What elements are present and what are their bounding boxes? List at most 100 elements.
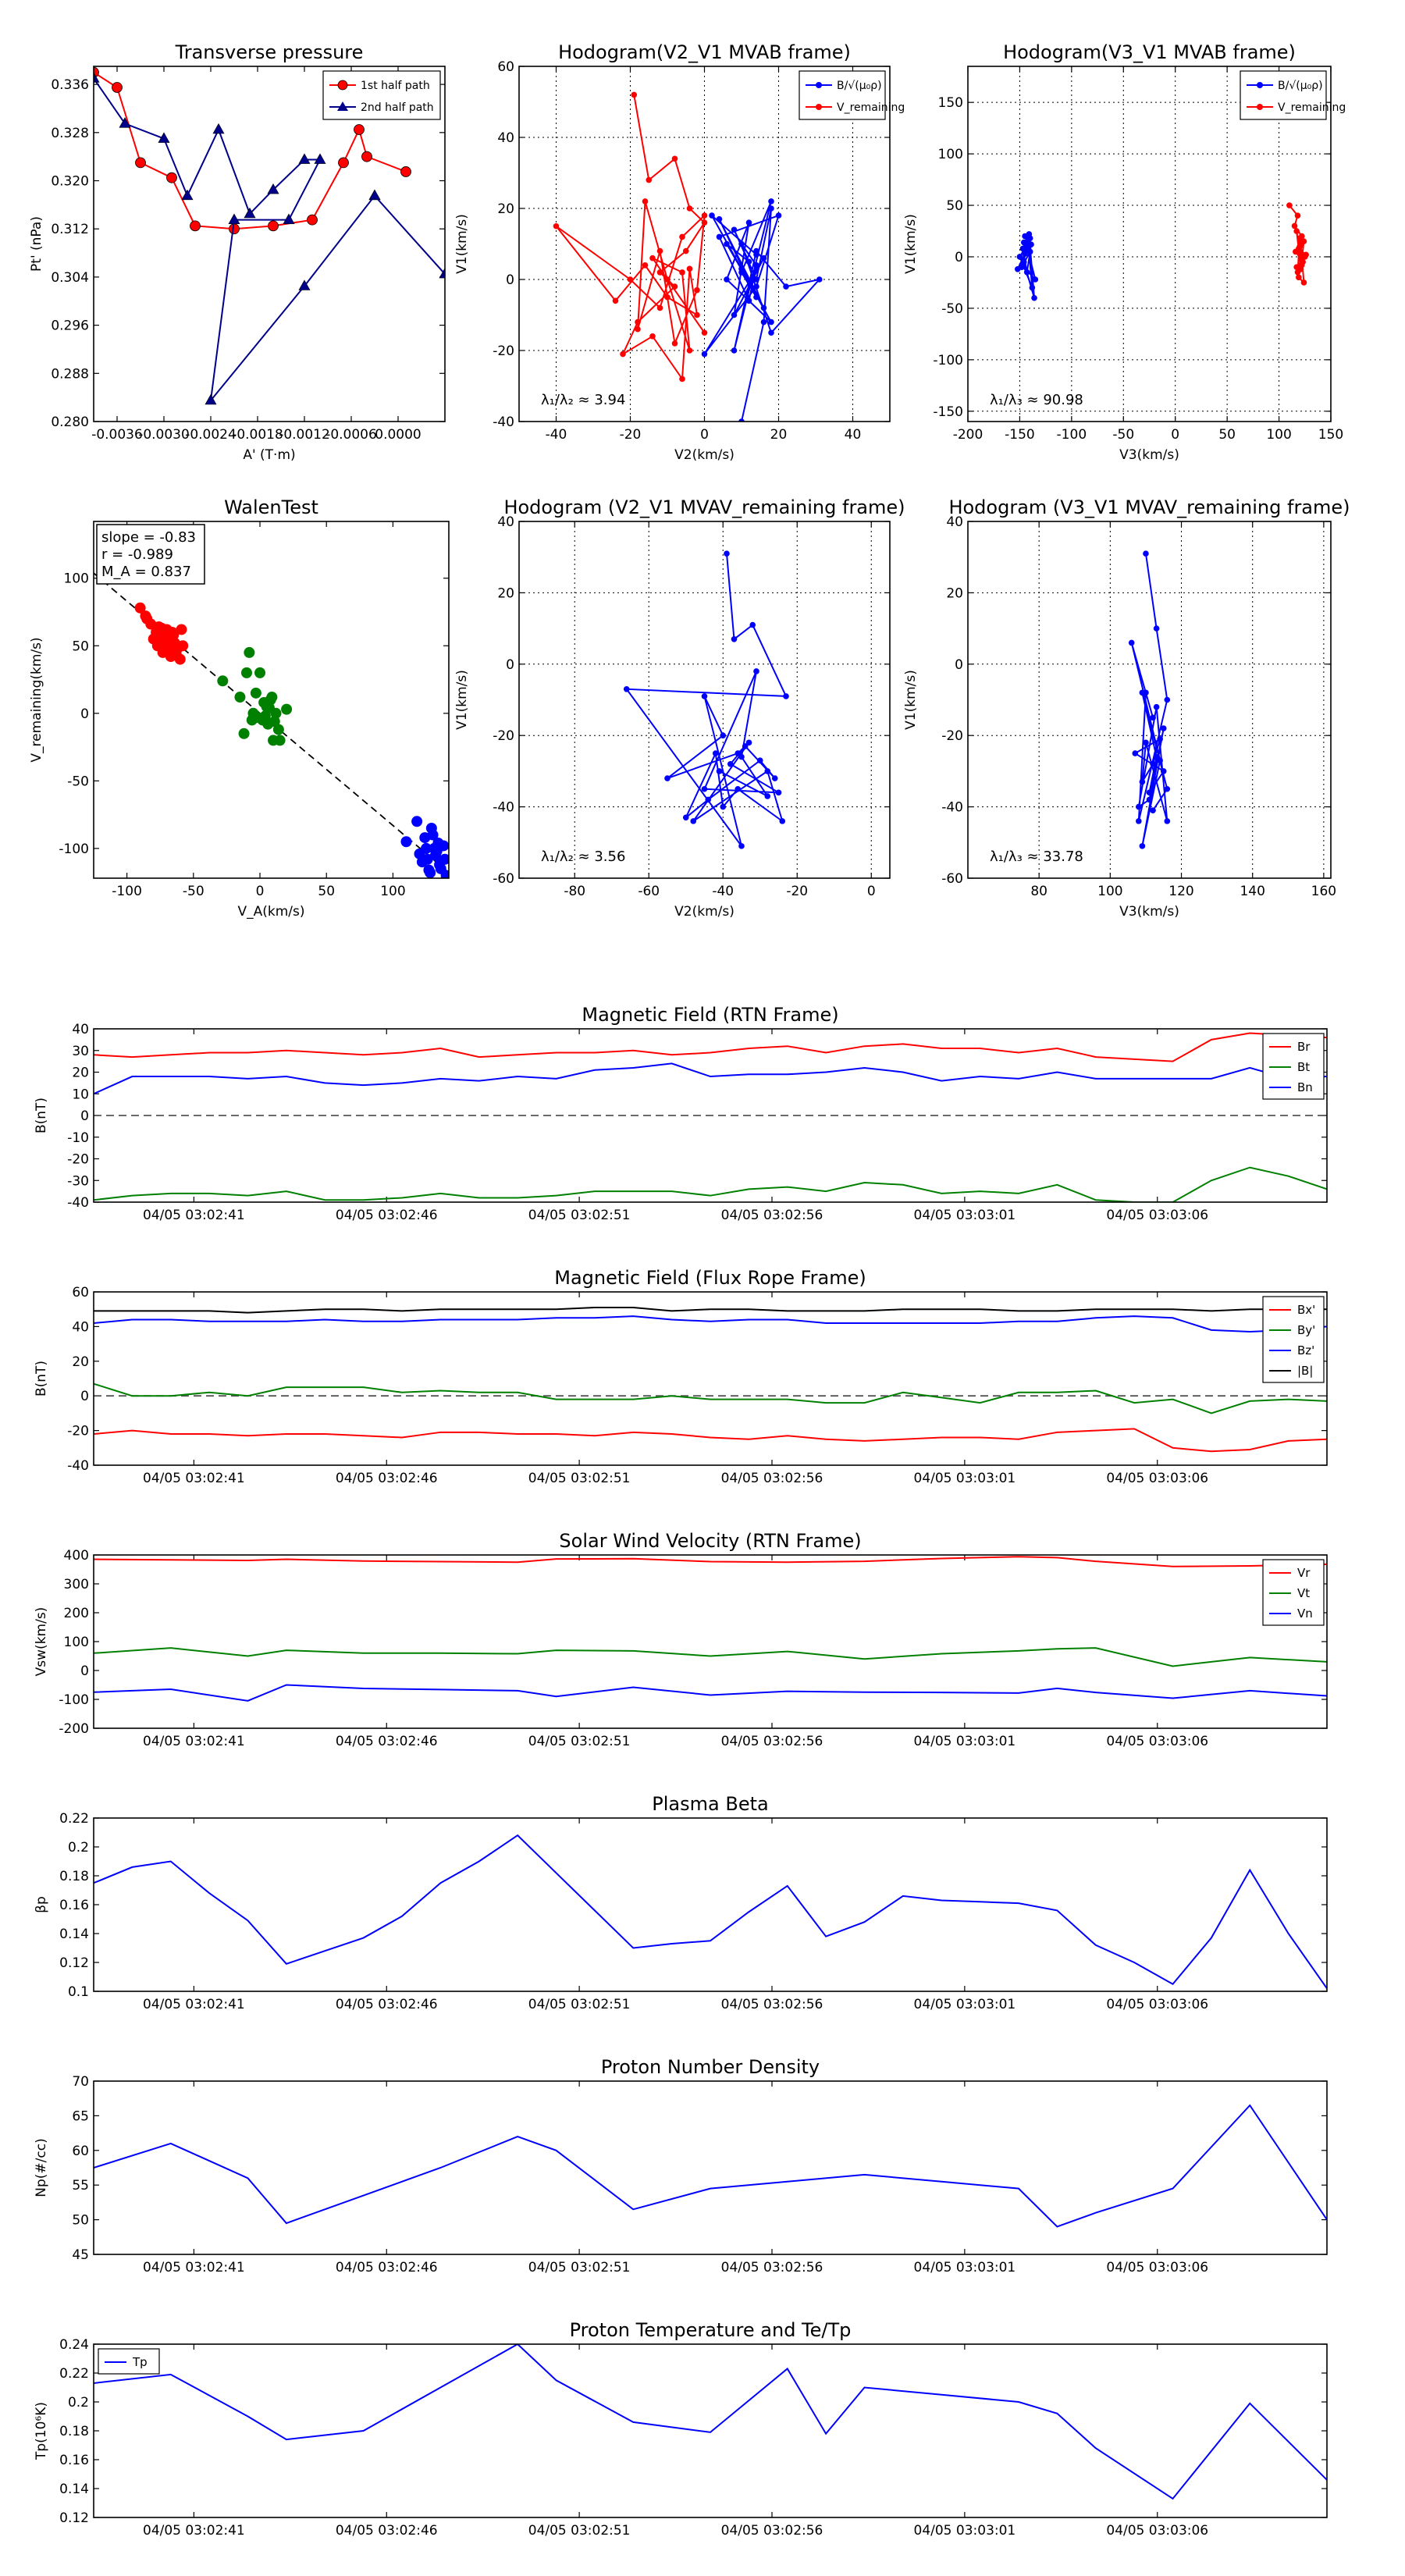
x-tick-label: 04/05 03:03:06	[1106, 1734, 1208, 1749]
x-tick-label: 80	[1030, 884, 1048, 899]
legend-label: Vn	[1297, 1606, 1313, 1621]
data-point	[701, 219, 708, 226]
y-tick-label: 0.312	[51, 222, 89, 237]
data-point	[254, 667, 266, 678]
x-tick-label: 04/05 03:02:41	[143, 1208, 245, 1223]
y-tick-label: 40	[946, 514, 963, 530]
y-axis-label: V1(km/s)	[903, 670, 919, 730]
data-point	[141, 613, 153, 624]
data-point	[1160, 725, 1167, 731]
chart-tp_temp: 0.12 0.14 0.16 0.18 0.2 0.22 0.24 04/05 03:02:4…	[34, 2319, 1328, 2539]
data-point	[679, 269, 685, 276]
y-tick-label: -20	[493, 728, 514, 744]
y-tick-label: -200	[59, 1721, 89, 1737]
y-tick-label: 0.2	[68, 1840, 89, 1856]
data-point	[760, 254, 767, 262]
series-green	[217, 646, 293, 746]
y-tick-label: 45	[72, 2247, 89, 2263]
legend-marker	[337, 80, 348, 91]
y-tick-label: 20	[72, 1354, 89, 1370]
data-point	[419, 832, 431, 844]
x-tick-label: -20	[620, 427, 642, 443]
data-point	[686, 205, 693, 212]
stats-box	[96, 524, 205, 585]
data-point	[738, 418, 745, 422]
data-point	[753, 668, 759, 674]
data-point	[768, 329, 774, 336]
y-tick-label: 0.2	[68, 2395, 89, 2411]
x-tick-label: 04/05 03:02:56	[721, 2523, 823, 2539]
x-tick-label: 04/05 03:02:56	[721, 1471, 823, 1486]
x-tick-label: -40	[712, 884, 734, 899]
x-tick-label: -0.0012	[279, 427, 330, 443]
y-axis-label: V1(km/s)	[454, 670, 470, 730]
y-axis-label: Pt' (nPa)	[29, 216, 44, 272]
data-point	[1164, 696, 1171, 703]
data-point	[731, 311, 738, 318]
legend-box	[1262, 1296, 1325, 1383]
data-point	[671, 283, 678, 290]
series-line-tp	[94, 2344, 1327, 2500]
y-tick-label: 60	[497, 59, 514, 75]
y-tick-label: 0.16	[59, 1898, 89, 1913]
plot-frame	[518, 66, 891, 422]
data-point	[679, 375, 685, 382]
data-point	[314, 153, 326, 164]
x-axis-label: V3(km/s)	[1119, 904, 1179, 920]
y-tick-label: -60	[941, 871, 963, 887]
data-point	[1303, 251, 1309, 258]
data-point	[1157, 735, 1163, 742]
data-point	[274, 735, 286, 746]
data-point	[411, 816, 423, 827]
chart-mag_fr: -40 -20 0 20 40 60 04/05 03:02:41 04/05 03:02:4…	[34, 1267, 1328, 1486]
data-point	[738, 240, 745, 247]
x-tick-label: 120	[1168, 884, 1193, 899]
legend-label: |B|	[1297, 1364, 1313, 1378]
data-point	[298, 153, 311, 164]
y-axis-label: βp	[34, 1896, 49, 1913]
series-line-bmag	[94, 1306, 1327, 1314]
y-tick-label: 10	[72, 1087, 89, 1102]
legend-label: 1st half path	[361, 80, 430, 92]
data-point	[738, 843, 745, 849]
y-tick-label: 200	[64, 1606, 89, 1621]
chart-np: 45 50 55 60 65 70 04/05 03:02:41 04/05 03:02:46…	[34, 2056, 1328, 2275]
data-point	[749, 621, 756, 628]
data-point	[1160, 768, 1167, 774]
data-point	[1146, 789, 1153, 796]
x-tick-label: -0.0018	[232, 427, 283, 443]
data-point	[422, 853, 433, 865]
legend-label: V_remaining	[837, 101, 905, 114]
data-point	[1153, 753, 1160, 760]
x-tick-label: -0.0030	[138, 427, 190, 443]
data-point	[720, 732, 727, 738]
data-point	[753, 276, 759, 283]
y-tick-label: 0	[506, 657, 514, 673]
y-tick-label: -20	[493, 343, 514, 359]
chart-h4: -60 -40 -20 0 20 40 80 100 120 140 160 Hodogram (V3…	[903, 496, 1350, 920]
data-point	[679, 233, 685, 240]
series-2nd-half-path	[94, 72, 445, 405]
data-point	[250, 687, 261, 699]
stats-line: M_A = 0.837	[101, 564, 191, 580]
data-point	[642, 262, 649, 269]
series-v	[623, 550, 789, 849]
x-tick-label: 04/05 03:02:46	[336, 2523, 438, 2539]
data-point	[731, 347, 738, 354]
legend-marker	[816, 82, 822, 88]
data-point	[181, 189, 194, 201]
y-tick-label: -100	[933, 353, 963, 368]
x-tick-label: 0	[700, 427, 709, 443]
data-point	[267, 183, 279, 194]
data-point	[1143, 550, 1149, 557]
x-tick-label: 50	[1218, 427, 1236, 443]
x-tick-label: -60	[638, 884, 660, 899]
legend-label: V_remaining	[1278, 101, 1346, 114]
data-point	[234, 692, 246, 703]
series-line-bt	[94, 1166, 1327, 1202]
y-tick-label: 0	[955, 250, 963, 265]
y-tick-label: 0.1	[68, 1984, 89, 2000]
data-point	[682, 814, 689, 821]
legend-label: B/√(μ₀ρ)	[837, 80, 882, 92]
x-tick-label: 50	[318, 884, 335, 899]
